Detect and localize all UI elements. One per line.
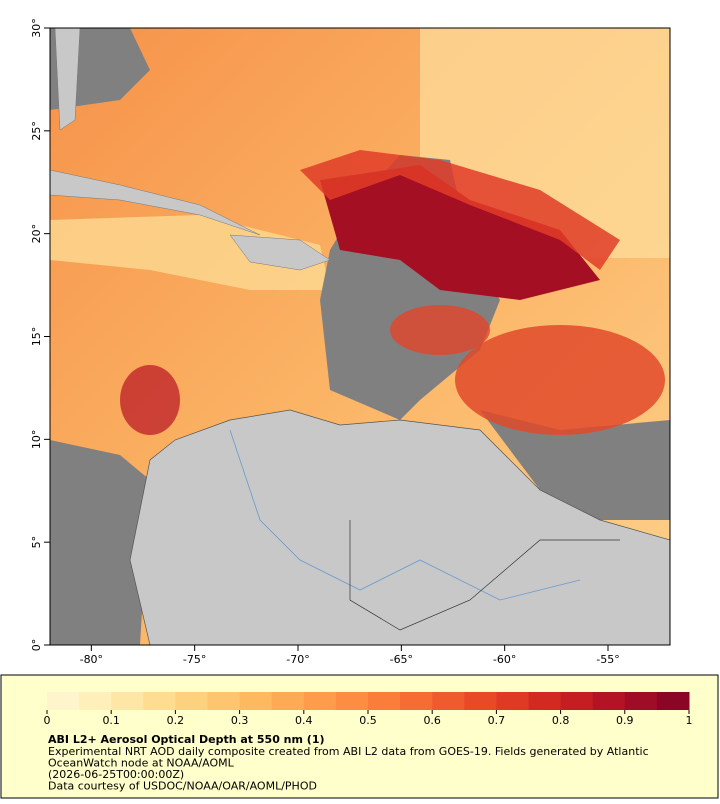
colorbar-label: 0.3	[231, 714, 249, 727]
y-tick-label: 30°	[30, 18, 43, 38]
colorbar-label: 1	[686, 714, 693, 727]
caption-title: ABI L2+ Aerosol Optical Depth at 550 nm …	[48, 733, 325, 746]
caption-line: Experimental NRT AOD daily composite cre…	[48, 745, 649, 758]
colorbar-swatch	[432, 692, 465, 710]
colorbar-label: 0.5	[359, 714, 377, 727]
aerosol-plume	[455, 325, 665, 435]
colorbar-swatch	[271, 692, 305, 710]
colorbar-label: 0.7	[488, 714, 506, 727]
colorbar-swatch	[656, 692, 690, 710]
y-tick-label: 20°	[30, 224, 43, 244]
colorbar-swatch	[47, 692, 80, 710]
colorbar-swatch	[207, 692, 241, 710]
y-tick-label: 5°	[30, 536, 43, 549]
y-tick-label: 10°	[30, 430, 43, 450]
aerosol-plume	[320, 165, 600, 300]
x-tick-label: -75°	[183, 653, 206, 666]
border	[349, 520, 620, 631]
aerosol-plume	[300, 150, 620, 270]
colorbar-swatch	[496, 692, 529, 710]
no-data	[50, 440, 150, 645]
colorbar-label: 0.4	[295, 714, 313, 727]
caption-line: Data courtesy of USDOC/NOAA/OAR/AOML/PHO…	[48, 780, 317, 793]
caption-line: (2026-06-25T00:00:00Z)	[48, 768, 184, 781]
colorbar-swatch	[335, 692, 369, 710]
map-image	[50, 28, 670, 645]
colorbar-label: 0.2	[167, 714, 185, 727]
colorbar-label: 0	[44, 714, 51, 727]
aerosol-plume	[390, 305, 490, 355]
colorbar-swatch	[175, 692, 208, 710]
colorbar-swatch	[624, 692, 658, 710]
colorbar-swatch	[239, 692, 273, 710]
y-tick-label: 25°	[30, 121, 43, 141]
colorbar-label: 0.6	[423, 714, 441, 727]
colorbar-label: 0.1	[102, 714, 120, 727]
colorbar-swatch	[111, 692, 144, 710]
colorbar-label: 0.9	[616, 714, 634, 727]
land	[50, 169, 261, 236]
x-tick-label: -60°	[493, 653, 516, 666]
aerosol-field	[50, 215, 330, 290]
caption-line: OceanWatch node at NOAA/AOML	[48, 757, 235, 770]
river	[229, 429, 581, 601]
no-data	[480, 410, 670, 520]
x-tick-label: -55°	[596, 653, 619, 666]
land	[229, 234, 331, 271]
colorbar-swatch	[560, 692, 594, 710]
colorbar-swatch	[368, 692, 401, 710]
aerosol-plume	[120, 365, 180, 435]
colorbar-swatch	[592, 692, 626, 710]
y-tick-label: 0°	[30, 639, 43, 652]
land	[129, 409, 670, 645]
land	[54, 28, 81, 131]
y-tick-label: 15°	[30, 327, 43, 347]
colorbar-swatch	[400, 692, 433, 710]
x-tick-label: -70°	[286, 653, 309, 666]
x-tick-label: -80°	[80, 653, 103, 666]
colorbar-swatch	[528, 692, 562, 710]
colorbar-swatch	[464, 692, 497, 710]
colorbar-swatch	[79, 692, 112, 710]
colorbar-swatch	[303, 692, 337, 710]
colorbar-swatch	[143, 692, 176, 710]
colorbar-label: 0.8	[552, 714, 570, 727]
x-tick-label: -65°	[390, 653, 413, 666]
